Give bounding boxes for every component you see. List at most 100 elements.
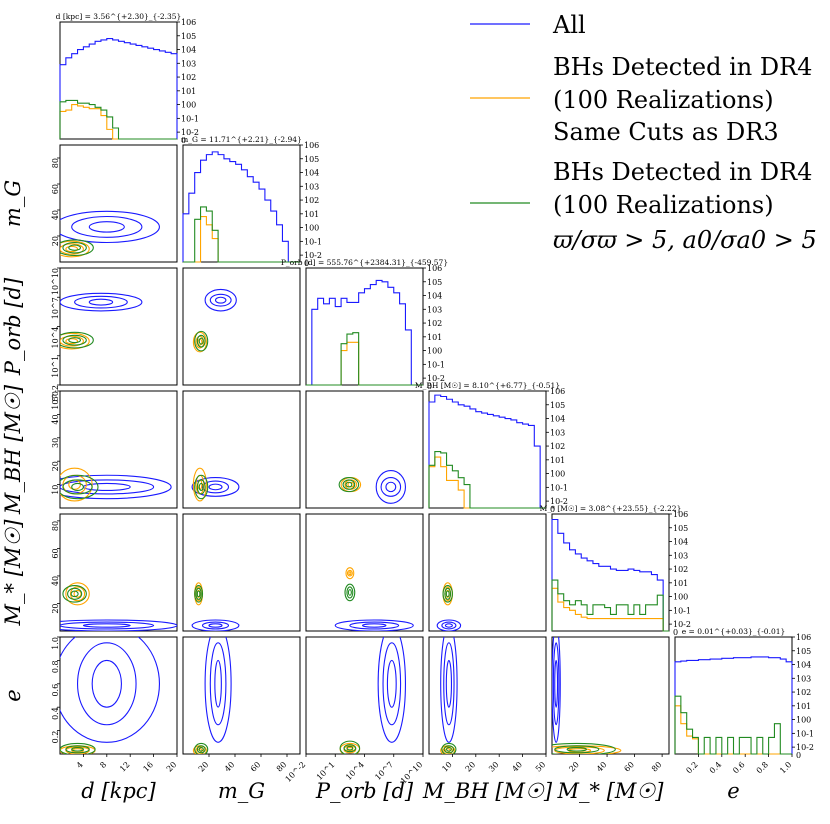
- hist-log-tick-label: 100: [181, 101, 196, 110]
- contour-Porb-vs-mG-dr3-level-2: [195, 335, 205, 349]
- legend-label-dr3-line2: (100 Realizations): [553, 86, 774, 114]
- hist-log-tick-label: 10-1: [181, 114, 199, 123]
- contour-Mstar-vs-mG-strict-level-3: [196, 590, 201, 598]
- x-tick-label-mG: 80: [275, 760, 289, 774]
- legend-label-strict-line1: BHs Detected in DR4: [553, 158, 812, 186]
- hist-log-tick-label: 102: [181, 73, 196, 82]
- contour-e-vs-mG-all-level-3: [214, 659, 222, 708]
- hist-MBH-all: [428, 394, 546, 509]
- contour-Mstar-vs-MBH-all-level-1: [436, 619, 462, 631]
- contour-Mstar-vs-Porb-all-level-3: [361, 623, 387, 628]
- contour-e-vs-mG-all-level-1: [204, 637, 232, 743]
- contour-MBH-vs-Porb-all-level-1: [375, 470, 407, 504]
- legend-label-all: All: [552, 11, 586, 39]
- contour-e-vs-mG-strict-level-3: [198, 747, 204, 752]
- hist-log-tick-label: 100: [427, 347, 442, 356]
- contour-Mstar-vs-MBH-strict-level-3: [445, 590, 450, 598]
- hist-log-tick-label: 100: [673, 593, 688, 602]
- y-tick-label-Porb: 10^-2: [51, 385, 60, 410]
- hist-mG-strict: [183, 206, 300, 263]
- contour-Mstar-vs-Porb-dr3-level-2: [346, 569, 353, 577]
- contour-MBH-vs-mG-dr3-level-1: [192, 467, 207, 502]
- contour-e-vs-Porb-strict-level-2: [343, 744, 357, 753]
- hist-zero-label: 0: [304, 259, 309, 268]
- contour-e-vs-Porb-strict-level-3: [346, 745, 354, 751]
- hist-log-tick-label: 105: [796, 647, 811, 656]
- hist-log-tick-label: 104: [427, 292, 442, 301]
- hist-Mstar-all: [551, 518, 669, 632]
- legend-label-strict-line3: ϖ/σϖ > 5, a0/σa0 > 5: [553, 226, 817, 254]
- hist-zero-label: 0: [181, 136, 186, 145]
- contour-MBH-vs-Porb-strict-level-2: [342, 479, 356, 490]
- contour-Mstar-vs-d-all-level-1: [60, 619, 177, 631]
- x-axis-label-e: e: [727, 779, 739, 803]
- contour-Porb-vs-mG-dr3-level-1: [192, 331, 207, 353]
- hist-log-tick-label: 104: [181, 46, 196, 55]
- hist-log-tick-label: 106: [304, 141, 319, 150]
- x-tick-label-Porb: 10^-2: [284, 760, 308, 784]
- hist-log-tick-label: 103: [550, 428, 565, 437]
- hist-log-tick-label: 102: [427, 319, 442, 328]
- hist-title-Mstar: M_* [M☉] = 3.08^{+23.55}_{-2.22}: [540, 504, 682, 513]
- y-tick-label-mG: 60: [51, 184, 60, 194]
- hist-log-tick-label: 103: [427, 305, 442, 314]
- x-tick-label-mG: 20: [197, 760, 211, 774]
- hist-log-tick-label: 105: [181, 32, 196, 41]
- legend-label-strict-line2: (100 Realizations): [553, 191, 774, 219]
- hist-log-tick-label: 10-2: [427, 374, 445, 383]
- hist-log-tick-label: 102: [550, 442, 565, 451]
- hist-log-tick-label: 101: [673, 579, 688, 588]
- contour-Porb-vs-d-all-level-1: [60, 292, 143, 312]
- contour-Porb-vs-d-strict-level-1: [60, 331, 94, 349]
- hist-Mstar-dr3: [551, 587, 669, 632]
- contour-e-vs-mG-all-level-2: [209, 642, 227, 726]
- hist-log-tick-label: 102: [304, 196, 319, 205]
- y-tick-label-e: 0.6: [51, 684, 60, 697]
- contour-e-vs-MBH-all-level-3: [445, 659, 453, 708]
- hist-log-tick-label: 102: [673, 565, 688, 574]
- contour-e-vs-d-all-level-3: [91, 659, 122, 708]
- hist-log-tick-label: 10-2: [181, 128, 199, 137]
- x-tick-label-d: 12: [118, 760, 132, 774]
- contour-MBH-vs-Porb-strict-level-3: [345, 481, 353, 488]
- contour-panel-Porb-vs-d: [59, 267, 178, 386]
- contour-e-vs-MBH-strict-level-2: [443, 745, 455, 754]
- legend-label-dr3-line3: Same Cuts as DR3: [553, 118, 779, 146]
- contour-e-vs-d-all-level-1: [60, 637, 160, 743]
- contour-e-vs-MBH-all-level-2: [443, 642, 455, 726]
- contour-e-vs-d-strict-level-2: [65, 745, 90, 754]
- contour-MBH-vs-d-strict-level-1: [60, 474, 99, 500]
- hist-title-d: d [kpc] = 3.56^{+2.30}_{-2.35}: [56, 12, 182, 21]
- hist-log-tick-label: 106: [550, 387, 565, 396]
- contour-Mstar-vs-MBH-strict-level-2: [444, 587, 452, 600]
- x-tick-label-MBH: 10: [440, 760, 454, 774]
- hist-log-tick-label: 103: [304, 182, 319, 191]
- contour-panel-MBH-vs-d: [59, 390, 178, 509]
- hist-log-tick-label: 101: [304, 210, 319, 219]
- contour-Mstar-vs-d-dr3-level-1: [65, 582, 90, 606]
- contour-e-vs-Mstar-all-level-2: [552, 642, 560, 726]
- hist-title-mG: m_G = 11.71^{+2.21}_{-2.94}: [181, 135, 302, 144]
- legend: All BHs Detected in DR4 (100 Realization…: [470, 11, 817, 254]
- hist-log-tick-label: 10-1: [796, 729, 814, 738]
- hist-log-tick-label: 106: [796, 633, 811, 642]
- contour-MBH-vs-mG-strict-level-2: [196, 479, 206, 495]
- hist-Mstar-strict: [551, 579, 669, 632]
- hist-zero-label: 0: [427, 382, 432, 391]
- hist-log-tick-label: 10-2: [673, 620, 691, 629]
- contour-Mstar-vs-d-all-level-2: [60, 621, 155, 630]
- contour-MBH-vs-d-strict-level-3: [71, 482, 84, 491]
- hist-log-tick-label: 106: [673, 510, 688, 519]
- hist-log-tick-label: 101: [796, 702, 811, 711]
- hist-log-tick-label: 103: [796, 674, 811, 683]
- contour-Porb-vs-d-dr3-level-1: [60, 332, 90, 350]
- hist-log-tick-label: 101: [427, 333, 442, 342]
- y-tick-label-MBH: 10: [51, 485, 60, 495]
- contour-mG-vs-d-dr3-level-3: [65, 245, 79, 253]
- hist-Porb-dr3: [306, 341, 423, 386]
- contour-mG-vs-d-strict-level-3: [68, 244, 82, 251]
- contour-e-vs-Mstar-all-level-1: [552, 637, 561, 743]
- x-tick-label-d: 20: [165, 760, 179, 774]
- contour-Mstar-vs-MBH-all-level-3: [444, 623, 453, 628]
- contour-mG-vs-d-all-level-3: [88, 221, 125, 233]
